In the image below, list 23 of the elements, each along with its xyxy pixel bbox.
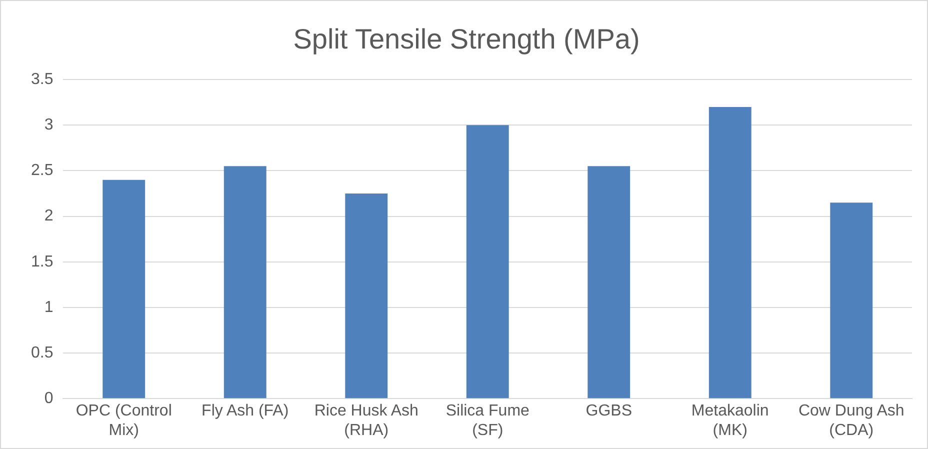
bar xyxy=(466,125,509,398)
bar xyxy=(102,180,146,398)
y-tick-label: 2.5 xyxy=(30,162,54,180)
bar xyxy=(224,166,266,398)
y-tick-label: 0.5 xyxy=(30,344,54,362)
bar xyxy=(588,166,630,398)
x-tick-label: GGBS xyxy=(586,402,632,420)
bar xyxy=(345,194,388,398)
bar xyxy=(708,106,752,398)
x-tick-label: Rice Husk Ash (RHA) xyxy=(314,402,418,439)
x-tick-label: Cow Dung Ash (CDA) xyxy=(798,402,904,439)
x-tick-label: Metakaolin (MK) xyxy=(691,402,769,439)
x-tick-label: OPC (Control Mix) xyxy=(76,402,172,439)
y-tick-label: 3 xyxy=(44,116,54,134)
y-tick-label: 2 xyxy=(44,208,54,225)
bar xyxy=(830,202,873,398)
x-tick-label: Fly Ash (FA) xyxy=(202,402,289,420)
y-tick-label: 0 xyxy=(44,390,54,408)
y-tick-label: 1.5 xyxy=(30,253,54,270)
chart-title: Split Tensile Strength (MPa) xyxy=(293,24,640,55)
y-tick-label: 3.5 xyxy=(30,71,54,88)
x-tick-label: Silica Fume (SF) xyxy=(446,402,530,439)
y-tick-label: 1 xyxy=(44,298,54,316)
